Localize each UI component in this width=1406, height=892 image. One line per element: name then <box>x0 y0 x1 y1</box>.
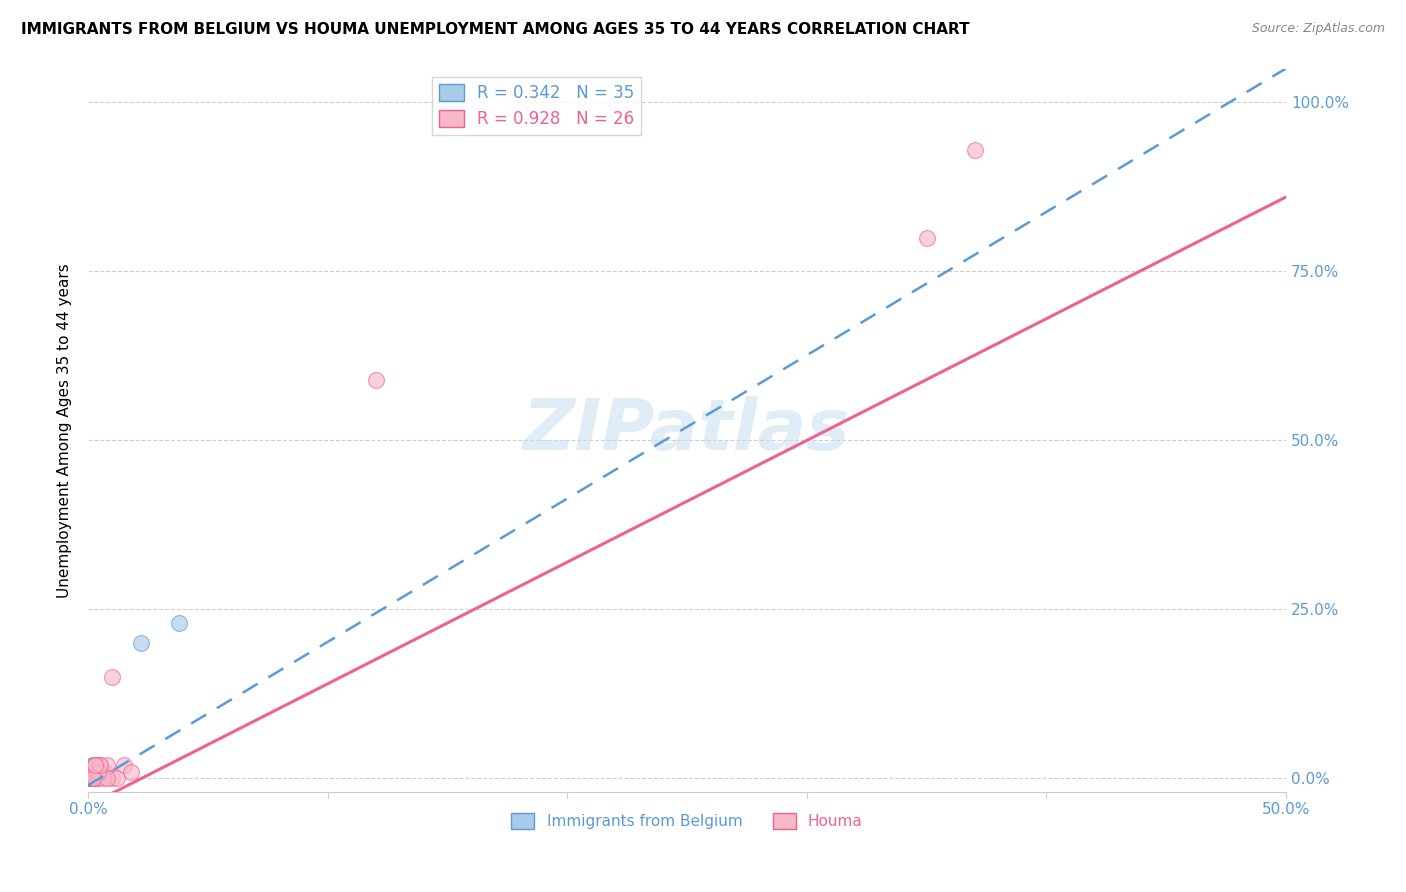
Point <box>84 772 107 786</box>
Point <box>101 670 124 684</box>
Point <box>82 758 104 772</box>
Point <box>87 764 110 779</box>
Point <box>82 772 104 786</box>
Point <box>82 764 104 779</box>
Point <box>82 764 104 779</box>
Point <box>82 772 104 786</box>
Point <box>84 764 107 779</box>
Text: Source: ZipAtlas.com: Source: ZipAtlas.com <box>1251 22 1385 36</box>
Point <box>82 764 104 779</box>
Text: ZIPatlas: ZIPatlas <box>523 396 851 465</box>
Point <box>84 764 107 779</box>
Point <box>79 772 101 786</box>
Legend: Immigrants from Belgium, Houma: Immigrants from Belgium, Houma <box>505 806 869 835</box>
Point <box>87 772 110 786</box>
Point <box>79 772 101 786</box>
Point <box>82 772 104 786</box>
Point <box>79 772 101 786</box>
Point <box>79 772 101 786</box>
Point <box>91 772 114 786</box>
Text: IMMIGRANTS FROM BELGIUM VS HOUMA UNEMPLOYMENT AMONG AGES 35 TO 44 YEARS CORRELAT: IMMIGRANTS FROM BELGIUM VS HOUMA UNEMPLO… <box>21 22 970 37</box>
Point <box>84 758 107 772</box>
Point <box>84 758 107 772</box>
Point <box>94 764 117 779</box>
Point <box>79 764 101 779</box>
Point <box>364 372 387 386</box>
Point <box>82 764 104 779</box>
Point <box>82 764 104 779</box>
Point <box>79 772 101 786</box>
Point <box>79 764 101 779</box>
Point <box>79 772 101 786</box>
Point <box>82 772 104 786</box>
Point <box>167 615 190 630</box>
Point <box>101 772 124 786</box>
Point <box>129 636 152 650</box>
Point <box>84 758 107 772</box>
Point <box>84 772 107 786</box>
Point <box>82 758 104 772</box>
Point <box>105 772 128 786</box>
Point <box>79 772 101 786</box>
Point <box>82 764 104 779</box>
Point <box>84 772 107 786</box>
Point <box>96 772 118 786</box>
Point <box>915 230 938 244</box>
Point <box>79 772 101 786</box>
Point <box>84 758 107 772</box>
Point <box>89 758 111 772</box>
Point <box>82 764 104 779</box>
Point <box>87 764 110 779</box>
Point <box>82 764 104 779</box>
Point <box>79 764 101 779</box>
Point <box>79 772 101 786</box>
Point <box>79 764 101 779</box>
Point <box>79 764 101 779</box>
Point <box>89 764 111 779</box>
Y-axis label: Unemployment Among Ages 35 to 44 years: Unemployment Among Ages 35 to 44 years <box>58 263 72 598</box>
Point <box>89 758 111 772</box>
Point <box>120 764 142 779</box>
Point <box>79 764 101 779</box>
Point <box>84 772 107 786</box>
Point <box>112 758 135 772</box>
Point <box>963 143 986 157</box>
Point <box>82 772 104 786</box>
Point <box>96 758 118 772</box>
Point <box>79 772 101 786</box>
